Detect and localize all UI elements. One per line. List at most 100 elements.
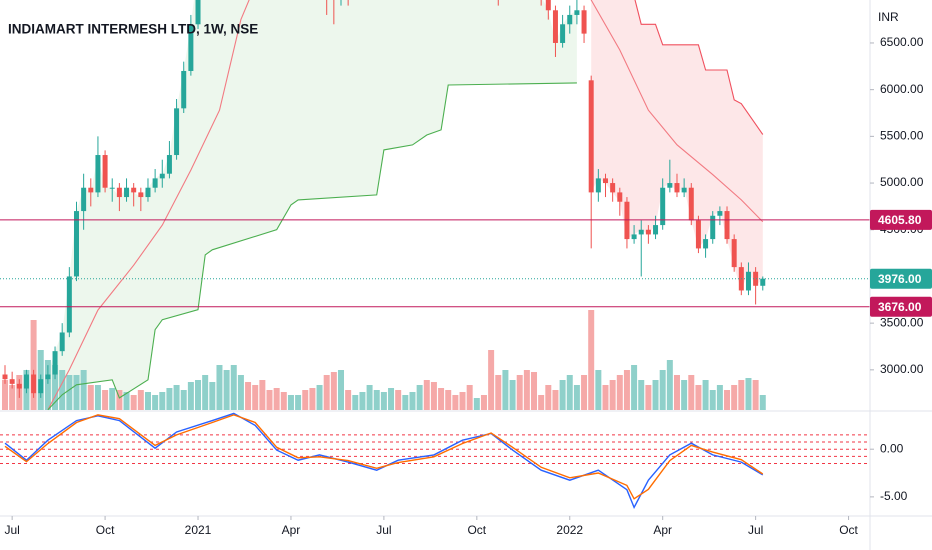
volume-bar [724, 390, 731, 410]
volume-bar [531, 372, 538, 410]
volume-bar [631, 365, 638, 410]
candle-body [645, 229, 651, 235]
volume-bar [745, 378, 752, 410]
volume-bar [402, 395, 409, 410]
y-tick-label: 3500.00 [880, 315, 924, 329]
candle-body [703, 239, 709, 249]
volume-bar [731, 385, 738, 410]
price-level-box [870, 296, 932, 317]
candle-body [181, 70, 187, 109]
volume-bar [709, 390, 716, 410]
candle-body [560, 24, 566, 43]
volume-bar [545, 385, 552, 410]
volume-bar [688, 375, 695, 410]
volume-bar [59, 370, 66, 410]
volume-bar [488, 350, 495, 410]
volume-bar [173, 385, 180, 410]
volume-bar [109, 388, 116, 410]
volume-bar [595, 370, 602, 410]
volume-bar [230, 365, 237, 410]
volume-bar [645, 385, 652, 410]
x-tick-label: 2022 [556, 523, 583, 537]
volume-bar [759, 395, 766, 410]
price-pane [0, 0, 870, 411]
volume-bar [538, 395, 545, 410]
volume-bar [209, 382, 216, 410]
oscillator-pane [0, 412, 870, 510]
volume-bar [523, 370, 530, 410]
volume-bar [123, 392, 130, 410]
y-tick-label: 5500.00 [880, 129, 924, 143]
volume-bar [652, 380, 659, 410]
volume-bar [416, 385, 423, 410]
volume-bar [187, 382, 194, 410]
volume-bar [395, 390, 402, 410]
indicator-line [634, 0, 764, 135]
candle-body [724, 211, 730, 240]
x-tick-label: Apr [282, 523, 301, 537]
volume-bar [223, 370, 230, 410]
volume-bar [602, 385, 609, 410]
volume-bar [80, 370, 87, 410]
volume-bar [52, 365, 59, 410]
candle-body [717, 211, 723, 216]
volume-bar [695, 385, 702, 410]
candle-body [116, 187, 122, 198]
volume-bar [588, 310, 595, 410]
volume-bar [673, 375, 680, 410]
candle-body [610, 183, 616, 193]
volume-bar [366, 385, 373, 410]
price-level-box [870, 209, 932, 230]
candle-body [638, 229, 644, 235]
candle-body [145, 187, 151, 198]
volume-bar [495, 375, 502, 410]
candle-body [195, 0, 201, 25]
candle-body [88, 187, 94, 193]
candle-body [188, 24, 194, 71]
candle-body [152, 178, 158, 188]
volume-bar [438, 388, 445, 410]
volume-bar [423, 380, 430, 410]
volume-bar [552, 390, 559, 410]
volume-bar [480, 395, 487, 410]
candle-body [667, 183, 673, 188]
candle-body [602, 178, 608, 184]
candle-body [38, 379, 44, 394]
candle-body [731, 239, 737, 268]
volume-bar [287, 395, 294, 410]
candle-body [52, 351, 58, 375]
price-level-label: 3676.00 [878, 300, 922, 314]
price-level-label: 3976.00 [878, 272, 922, 286]
candle-body [81, 187, 87, 212]
volume-bar [302, 390, 309, 410]
volume-bar [609, 380, 616, 410]
x-tick-label: Jul [376, 523, 391, 537]
candle-body [674, 183, 680, 193]
candle-body [159, 173, 165, 179]
volume-bar [273, 388, 280, 410]
volume-bar [295, 395, 302, 410]
volume-bar [702, 380, 709, 410]
volume-bar [373, 390, 380, 410]
volume-bar [445, 390, 452, 410]
volume-bar [459, 392, 466, 410]
indicator-line [47, 0, 764, 411]
candle-body [16, 383, 22, 389]
candle-body [9, 379, 15, 384]
x-tick-label: 2021 [185, 523, 212, 537]
candle-body [660, 187, 666, 226]
volume-bar [581, 375, 588, 410]
candle-body [23, 374, 29, 389]
currency-label: INR [878, 10, 899, 24]
candle-body [131, 187, 137, 193]
candle-body [681, 187, 687, 193]
candle-body [595, 178, 601, 193]
y-tick-label: -5.00 [880, 489, 908, 503]
candle-body [581, 10, 587, 34]
candle-body [109, 187, 115, 189]
candle-body [617, 192, 623, 202]
candle-body [710, 215, 716, 240]
candle-body [59, 332, 65, 352]
